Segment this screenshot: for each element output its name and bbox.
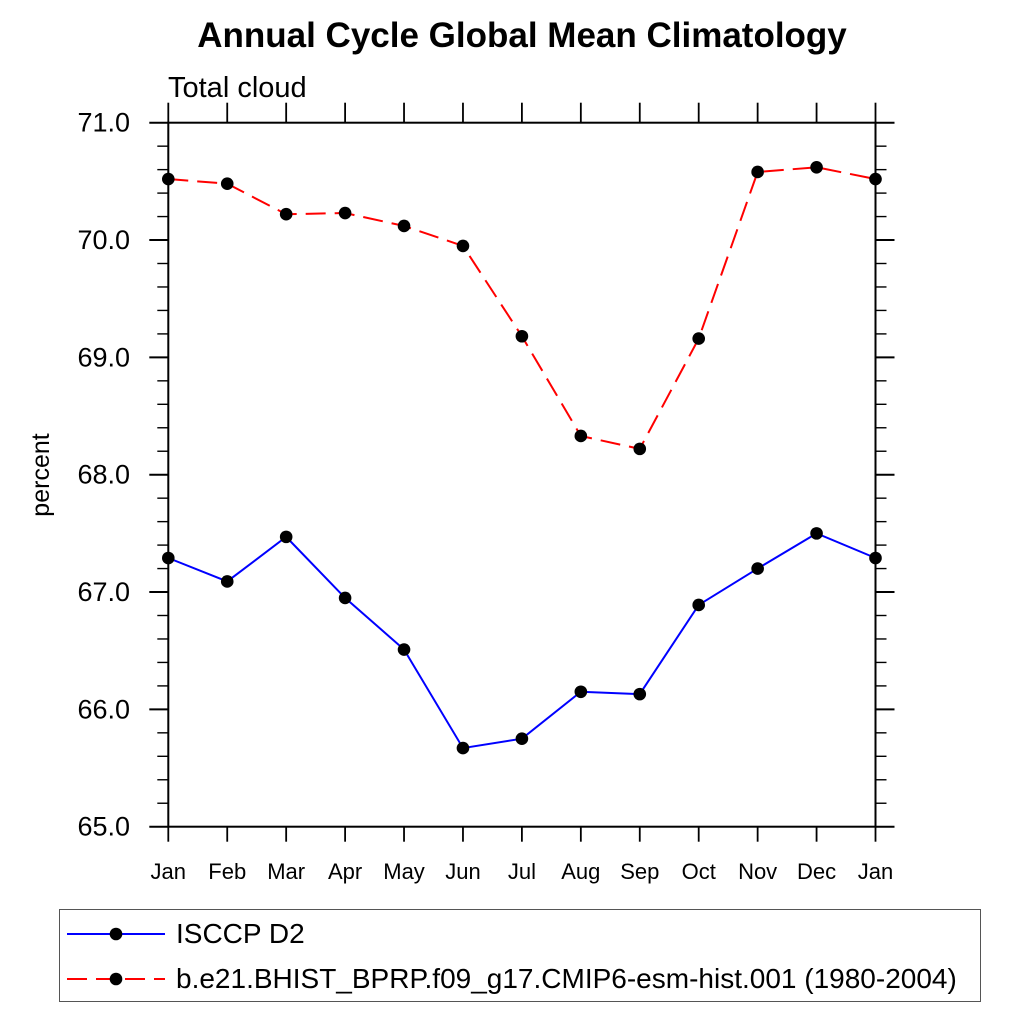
data-point-marker-s0 [633,687,647,701]
data-point-marker-s0 [751,562,764,575]
legend-marker-dot [109,972,123,986]
x-tick-label: Jan [151,859,186,884]
data-point-marker-s1 [869,172,882,186]
y-tick-label: 68.0 [77,460,130,490]
x-tick-label: Apr [328,859,362,884]
y-axis-label: percent [27,433,55,516]
data-point-marker-s1 [220,177,234,191]
data-point-marker-s0 [692,598,705,612]
series-line-1 [168,166,876,451]
data-point-marker-s0 [515,732,529,745]
x-tick-label: Jun [445,859,480,884]
x-tick-label: Jul [508,859,536,884]
y-tick-label: 69.0 [77,342,130,372]
data-point-marker-s0 [397,643,411,656]
data-point-marker-s1 [279,207,293,221]
data-point-marker-s1 [810,160,823,174]
y-tick-label: 70.0 [77,225,130,255]
legend-label-model: b.e21.BHIST_BPRP.f09_g17.CMIP6-esm-hist.… [176,963,957,994]
data-point-marker-s0 [810,527,823,540]
data-point-marker-s0 [338,591,352,605]
chart-title: Annual Cycle Global Mean Climatology [197,16,847,55]
x-tick-label: Mar [267,859,305,884]
legend-marker-dot [109,927,123,941]
legend-label-isccp: ISCCP D2 [176,918,305,949]
y-tick-label: 65.0 [77,812,130,842]
legend-item-model: b.e21.BHIST_BPRP.f09_g17.CMIP6-esm-hist.… [66,963,957,995]
data-point-marker-s1 [338,206,352,220]
y-tick-label: 67.0 [77,577,130,607]
y-tick-label: 66.0 [77,694,130,724]
data-point-marker-s1 [397,219,411,233]
x-tick-label: Dec [797,859,836,884]
legend-swatch-dashed-line [67,972,165,986]
data-point-marker-s1 [456,239,470,253]
data-point-marker-s1 [692,332,705,345]
x-tick-label: May [383,859,425,884]
data-point-marker-s0 [456,741,470,755]
x-tick-label: Jan [858,859,893,884]
legend-swatch-solid-line [67,927,165,941]
x-tick-label: Nov [738,859,777,884]
data-point-marker-s1 [633,442,647,456]
data-point-marker-s1 [515,329,529,343]
legend-item-isccp: ISCCP D2 [66,918,305,950]
data-point-marker-s1 [162,172,175,186]
data-point-marker-s1 [574,429,588,443]
data-point-marker-s0 [869,551,882,565]
x-tick-label: Sep [620,859,659,884]
y-tick-label: 71.0 [77,108,130,138]
series-line-0 [167,532,876,750]
data-point-marker-s0 [220,575,234,588]
plot-area: 65.0 66.0 67.0 68.0 69.0 70.0 71.0 Jan Feb Mar Apr… [77,102,895,884]
chart-subtitle: Total cloud [168,72,307,104]
data-point-marker-s1 [751,165,764,179]
data-point-marker-s0 [162,551,175,565]
plot-frame [167,121,877,828]
x-tick-label: Aug [561,859,600,884]
data-point-marker-s0 [574,685,588,699]
legend: ISCCP D2 b.e21.BHIST_BPRP.f09_g17.CMIP6-… [59,909,981,1002]
x-tick-label: Oct [682,859,716,884]
data-point-marker-s0 [279,530,293,544]
x-tick-label: Feb [208,859,246,884]
